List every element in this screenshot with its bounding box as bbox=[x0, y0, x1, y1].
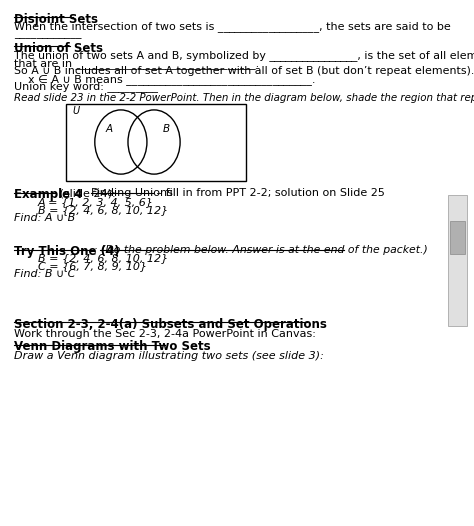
Text: Work through the Sec 2-3, 2-4a PowerPoint in Canvas:: Work through the Sec 2-3, 2-4a PowerPoin… bbox=[14, 329, 316, 339]
Text: Read slide 23 in the 2-2 PowerPoint. Then in the diagram below, shade the region: Read slide 23 in the 2-2 PowerPoint. The… bbox=[14, 93, 474, 103]
Text: Draw a Venn diagram illustrating two sets (see slide 3):: Draw a Venn diagram illustrating two set… bbox=[14, 351, 324, 361]
Text: Disjoint Sets: Disjoint Sets bbox=[14, 13, 98, 26]
Text: Example 4: Example 4 bbox=[14, 188, 83, 201]
Text: Venn Diagrams with Two Sets: Venn Diagrams with Two Sets bbox=[14, 340, 211, 353]
Text: Find: B ∪ C: Find: B ∪ C bbox=[14, 269, 75, 279]
Text: – fill in from PPT 2-2; solution on Slide 25: – fill in from PPT 2-2; solution on Slid… bbox=[153, 188, 385, 198]
Bar bbox=[66, 104, 246, 181]
Text: So A ∪ B includes all of set A together with all of set B (but don’t repeat elem: So A ∪ B includes all of set A together … bbox=[14, 66, 474, 76]
Text: When the intersection of two sets is __________________, the sets are said to be: When the intersection of two sets is ___… bbox=[14, 21, 451, 32]
Text: Try This One (4): Try This One (4) bbox=[14, 245, 120, 258]
Text: Union key word: _________: Union key word: _________ bbox=[14, 82, 158, 93]
Text: that are in ________________________________.: that are in ____________________________… bbox=[14, 58, 259, 69]
Text: : (Do the problem below. Answer is at the end of the packet.): : (Do the problem below. Answer is at th… bbox=[94, 245, 428, 255]
Text: C = {6, 7, 8, 9, 10}: C = {6, 7, 8, 9, 10} bbox=[38, 261, 147, 271]
Text: Section 2-3, 2-4(a) Subsets and Set Operations: Section 2-3, 2-4(a) Subsets and Set Oper… bbox=[14, 318, 327, 331]
Bar bbox=[448, 195, 467, 326]
Text: (slide 24):: (slide 24): bbox=[56, 188, 119, 198]
Text: A = {1, 2, 3, 4, 5, 6}: A = {1, 2, 3, 4, 5, 6} bbox=[38, 197, 154, 207]
Text: B = {2, 4, 6, 8, 10, 12}: B = {2, 4, 6, 8, 10, 12} bbox=[38, 205, 168, 215]
Text: x ∈ A ∪ B means _________________________________.: x ∈ A ∪ B means ________________________… bbox=[14, 74, 316, 85]
Text: The union of two sets A and B, symbolized by ________________, is the set of all: The union of two sets A and B, symbolize… bbox=[14, 50, 474, 61]
Text: B: B bbox=[162, 124, 170, 134]
Text: B = {2, 4, 6, 8, 10, 12}: B = {2, 4, 6, 8, 10, 12} bbox=[38, 254, 168, 264]
Text: Finding Unions: Finding Unions bbox=[91, 188, 173, 198]
Text: Union of Sets: Union of Sets bbox=[14, 42, 103, 55]
Text: Find: A ∪ B: Find: A ∪ B bbox=[14, 213, 75, 222]
Text: U: U bbox=[72, 106, 79, 116]
Text: A: A bbox=[105, 124, 113, 134]
Bar bbox=[450, 221, 465, 254]
Text: ____________: ____________ bbox=[14, 29, 82, 39]
